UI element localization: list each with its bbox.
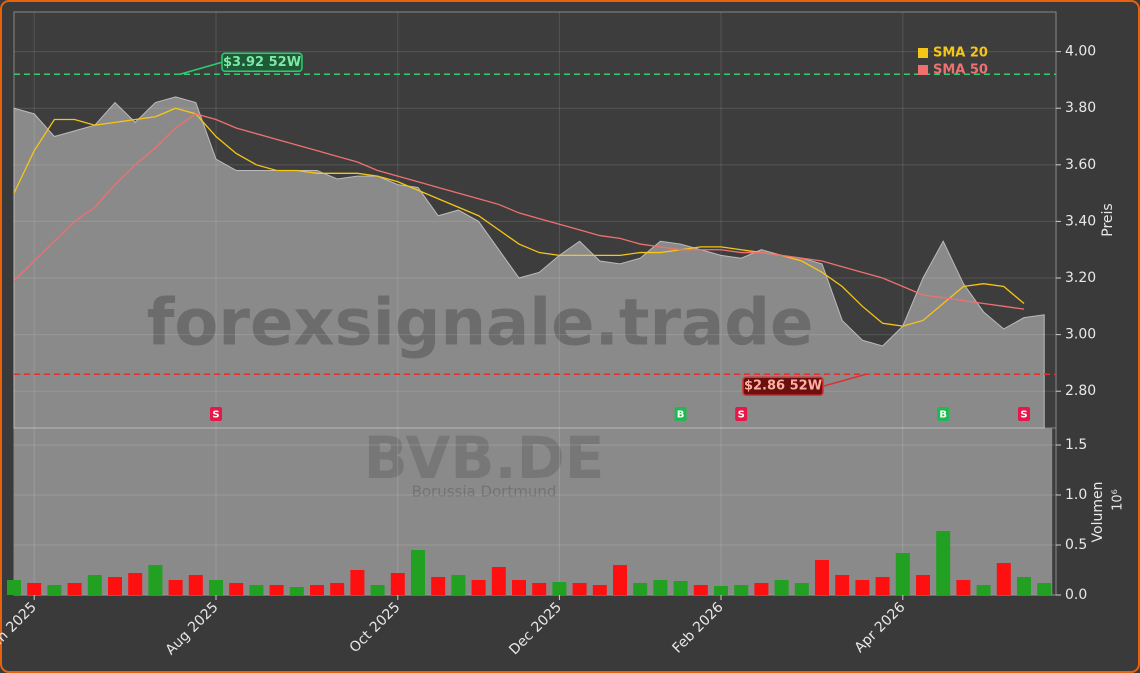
volume-scale-label: 10⁶	[1111, 489, 1126, 511]
volume-bar	[7, 580, 21, 595]
volume-bar	[310, 585, 324, 595]
y-tick-label: 1.0	[1065, 487, 1087, 503]
volume-bar	[108, 577, 122, 595]
y-tick-label: 1.5	[1065, 437, 1087, 453]
sma-line	[13, 107, 1025, 327]
volume-bar	[350, 570, 365, 595]
y-tick-label: 3.00	[1065, 327, 1096, 343]
signal-label: B	[677, 410, 685, 421]
volume-bar	[835, 575, 850, 595]
volume-bar	[209, 580, 223, 595]
volume-bar	[956, 580, 971, 595]
volume-bar	[552, 582, 567, 595]
signal-badge	[210, 407, 222, 421]
volume-axis-label: Volumen	[1090, 482, 1106, 543]
watermark: forexsignale.trade	[147, 287, 814, 361]
volume-bar	[411, 550, 425, 595]
company-watermark: Borussia Dortmund	[412, 483, 557, 501]
symbol-watermark: BVB.DE	[364, 424, 605, 492]
volume-bar	[774, 580, 789, 595]
signal-label: B	[939, 410, 947, 421]
legend-swatch	[918, 48, 928, 58]
volume-bar	[996, 563, 1011, 595]
volume-bar	[1017, 577, 1031, 595]
y-tick-label: 0.0	[1065, 587, 1087, 603]
volume-bar	[390, 573, 405, 595]
volume-bar	[613, 565, 627, 595]
signal-label: S	[738, 410, 745, 421]
volume-bar	[370, 585, 385, 595]
signal-badge	[937, 407, 950, 421]
signal-label: S	[1020, 410, 1027, 421]
volume-bar	[895, 553, 910, 595]
sma-line	[13, 113, 1025, 310]
volume-bar	[653, 580, 668, 595]
volume-bar	[633, 583, 648, 595]
volume-bar	[47, 585, 62, 595]
y-tick-label: 4.00	[1065, 44, 1096, 60]
volume-bar	[916, 575, 930, 595]
level-label-box	[221, 52, 303, 73]
volume-bar	[815, 560, 829, 595]
volume-bar	[168, 580, 183, 595]
volume-bar	[1037, 583, 1052, 595]
level-label: $3.92 52W	[223, 55, 301, 70]
volume-bar	[714, 586, 728, 595]
volume-bar	[289, 587, 304, 595]
y-tick-label: 0.5	[1065, 537, 1087, 553]
volume-bar	[491, 567, 506, 595]
volume-bar	[67, 583, 82, 595]
volume-bar	[27, 583, 42, 595]
volume-bar	[936, 531, 951, 595]
legend-label: SMA 50	[933, 63, 988, 78]
volume-bar	[592, 585, 607, 595]
level-label: $2.86 52W	[744, 379, 822, 394]
volume-bar	[229, 583, 244, 595]
volume-bar	[431, 577, 446, 595]
signal-badge	[1018, 407, 1030, 421]
volume-bar	[572, 583, 587, 595]
volume-bar	[673, 581, 688, 595]
volume-bar	[976, 585, 991, 595]
volume-bar	[754, 583, 769, 595]
y-tick-label: 3.60	[1065, 157, 1096, 173]
volume-bar	[734, 585, 749, 595]
volume-bar	[471, 580, 486, 595]
volume-area	[14, 428, 1053, 595]
signal-badge	[674, 407, 687, 421]
volume-bar	[148, 565, 163, 595]
volume-bar	[794, 583, 809, 595]
legend-label: SMA 20	[933, 46, 988, 61]
y-tick-label: 3.40	[1065, 213, 1096, 229]
signal-badge	[735, 407, 748, 421]
volume-bar	[269, 585, 284, 595]
volume-bar	[87, 575, 102, 595]
volume-bar	[330, 583, 345, 595]
volume-bar	[532, 583, 547, 595]
y-tick-label: 2.80	[1065, 383, 1096, 399]
volume-bar	[512, 580, 526, 595]
level-label-box	[742, 376, 824, 396]
volume-bar	[128, 573, 143, 595]
y-axis-label: Preis	[1100, 203, 1116, 236]
level-arrow	[822, 373, 867, 387]
level-arrow	[179, 61, 223, 75]
volume-bar	[875, 577, 890, 595]
volume-bar	[249, 585, 264, 595]
volume-bar	[188, 575, 203, 595]
signal-label: S	[212, 410, 219, 421]
volume-bar	[693, 585, 708, 595]
y-tick-label: 3.20	[1065, 270, 1096, 286]
volume-bar	[855, 580, 870, 595]
legend-swatch	[918, 65, 928, 75]
y-tick-label: 3.80	[1065, 100, 1096, 116]
volume-bar	[451, 575, 466, 595]
